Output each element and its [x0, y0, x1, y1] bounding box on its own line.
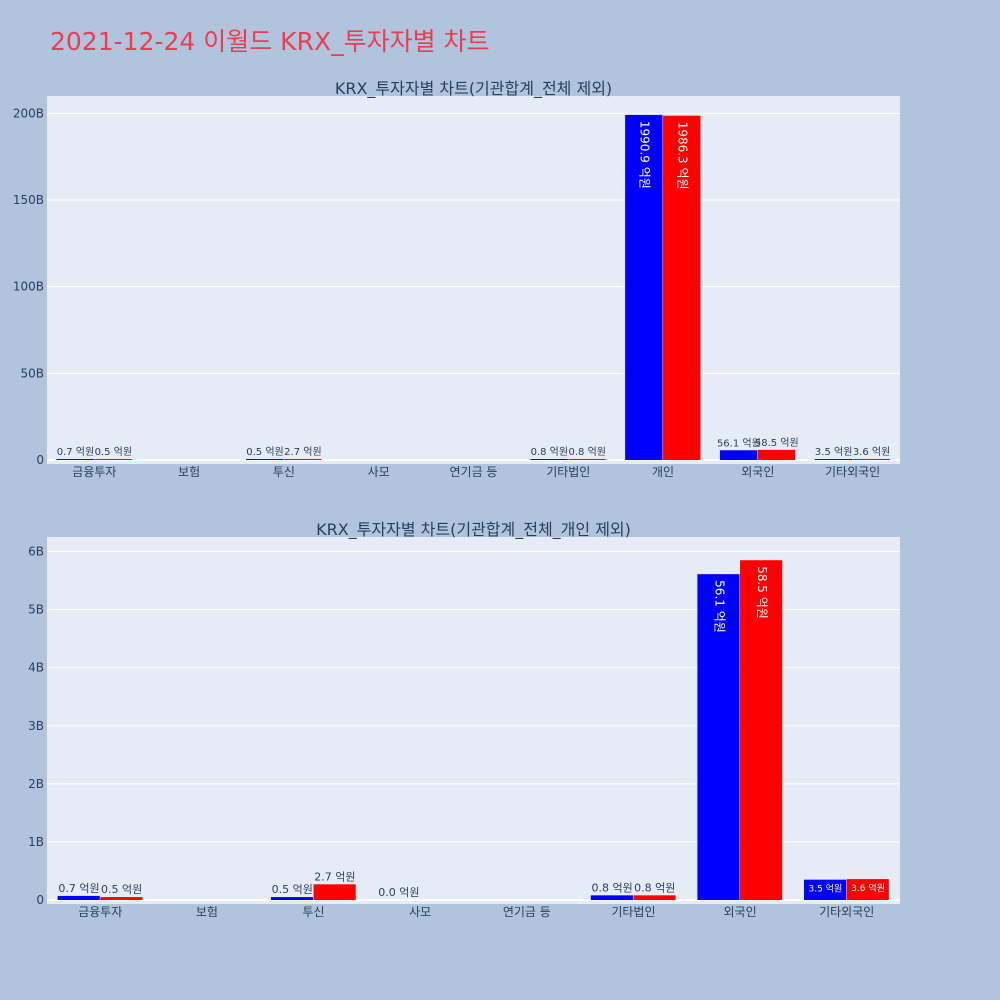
chart2-xtick-label: 외국인: [724, 905, 757, 919]
chart2-bar: [804, 879, 847, 900]
chart1-bar: [625, 114, 663, 460]
chart2-data-label: 0.7 억원: [58, 882, 99, 895]
chart2-ytick-label: 3B: [28, 719, 44, 733]
chart1-bar: [530, 459, 568, 460]
chart1-ytick-label: 150B: [13, 193, 44, 207]
chart2-data-label: 0.8 억원: [591, 881, 632, 894]
chart2-bar: [740, 560, 783, 900]
chart2-xtick-label: 기타외국인: [819, 905, 874, 919]
chart2-data-label: 3.6 억원: [851, 882, 885, 894]
chart1-bar: [757, 449, 796, 460]
chart2-bar: [590, 895, 633, 900]
chart2-data-label: 58.5 억원: [755, 566, 769, 619]
chart1-xtick-label: 기타법인: [546, 465, 590, 479]
chart1-ytick-label: 50B: [20, 366, 44, 380]
chart2-bar: [313, 884, 356, 900]
chart1-data-label: 1990.9 억원: [638, 121, 652, 189]
chart1-xtick-label: 보험: [178, 465, 200, 479]
chart2-data-label: 3.5 억원: [808, 883, 842, 895]
chart1-xtick-label: 금융투자: [72, 465, 116, 479]
chart2-data-label: 0.5 억원: [272, 883, 313, 896]
chart2-xtick-label: 기타법인: [611, 905, 655, 919]
chart1-ytick-label: 0: [36, 453, 44, 467]
chart2-ytick-label: 2B: [28, 777, 44, 791]
chart1-bar: [283, 459, 322, 460]
chart2-xtick-label: 투신: [303, 905, 325, 919]
chart2-xtick-label: 보험: [196, 905, 218, 919]
chart1-plot-area: [47, 96, 900, 464]
chart2-data-label: 2.7 억원: [314, 870, 355, 883]
chart2-data-label: 56.1 억원: [712, 580, 726, 633]
chart2-bar: [270, 897, 314, 900]
chart1-data-label: 0.8 억원: [568, 446, 605, 458]
chart1-xtick-label: 사모: [368, 465, 390, 479]
chart2-data-label: 0.5 억원: [101, 883, 142, 896]
chart1-ytick-label: 100B: [13, 280, 44, 294]
chart1-bar: [719, 450, 758, 460]
chart1-data-label: 2.7 억원: [284, 446, 321, 458]
chart1-data-label: 3.5 억원: [815, 446, 852, 458]
chart1-bar: [568, 459, 606, 460]
chart1-bar: [246, 459, 284, 460]
chart2-data-label: 0.8 억원: [634, 881, 675, 894]
chart2-data-label: 0.0 억원: [378, 886, 419, 899]
chart2-title: KRX_투자자별 차트(기관합계_전체_개인 제외): [316, 520, 631, 540]
chart1-title: KRX_투자자별 차트(기관합계_전체 제외): [335, 79, 612, 99]
chart2-ytick-label: 1B: [28, 835, 44, 849]
chart1-data-label: 56.1 억원: [717, 437, 761, 449]
chart2-bar: [697, 574, 740, 900]
chart2-bar: [633, 895, 676, 900]
chart1-data-label: 0.7 억원: [57, 446, 94, 458]
chart1-xtick-label: 개인: [652, 465, 674, 479]
chart2-bar: [846, 879, 889, 900]
chart1-bar: [663, 115, 701, 460]
chart1-xtick-label: 기타외국인: [825, 465, 880, 479]
chart1-bar: [94, 459, 132, 460]
chart1-xtick-label: 연기금 등: [450, 465, 498, 479]
chart1-bar: [56, 459, 94, 460]
chart1-bar: [814, 459, 853, 460]
chart2-xtick-label: 연기금 등: [503, 905, 551, 919]
chart1-data-label: 1986.3 억원: [676, 122, 690, 190]
chart2-bar: [57, 895, 100, 900]
chart1-data-label: 0.8 억원: [531, 446, 568, 458]
chart1-data-label: 58.5 억원: [755, 437, 799, 449]
chart1-data-label: 3.6 억원: [853, 446, 890, 458]
chart2-ytick-label: 6B: [28, 545, 44, 559]
chart1-data-label: 0.5 억원: [95, 446, 132, 458]
chart2-bar: [100, 897, 143, 900]
chart1-bar: [852, 459, 891, 460]
chart2-xtick-label: 사모: [409, 905, 431, 919]
chart2-ytick-label: 4B: [28, 661, 44, 675]
chart1-xtick-label: 투신: [273, 465, 295, 479]
chart2-ytick-label: 5B: [28, 603, 44, 617]
chart2-xtick-label: 금융투자: [78, 905, 122, 919]
chart1-ytick-label: 200B: [13, 106, 44, 120]
page-title: 2021-12-24 이월드 KRX_투자자별 차트: [50, 27, 490, 56]
chart2-ytick-label: 0: [36, 893, 44, 907]
chart1-xtick-label: 외국인: [741, 465, 774, 479]
chart1-data-label: 0.5 억원: [246, 446, 283, 458]
